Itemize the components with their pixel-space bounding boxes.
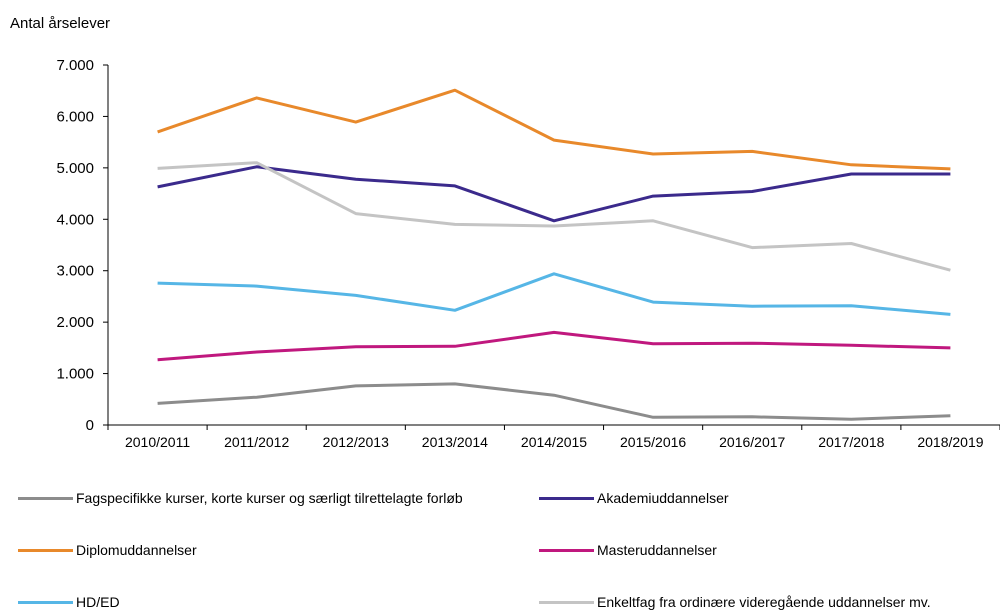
- legend-label: Akademiuddannelser: [597, 490, 729, 506]
- x-tick-label: 2018/2019: [917, 434, 983, 450]
- legend-swatch: [18, 600, 73, 604]
- x-tick-label: 2015/2016: [620, 434, 686, 450]
- legend-swatch: [18, 496, 73, 500]
- legend-item-akademi: Akademiuddannelser: [539, 490, 729, 506]
- legend-item-diplom: Diplomuddannelser: [18, 542, 197, 558]
- legend-label: Masteruddannelser: [597, 542, 717, 558]
- series-line-5: [157, 161, 951, 272]
- legend-swatch: [539, 496, 594, 500]
- series-line-0: [157, 382, 951, 421]
- x-tick-label: 2017/2018: [818, 434, 884, 450]
- legend-label: Diplomuddannelser: [76, 542, 197, 558]
- series-line-3: [157, 330, 951, 362]
- legend-item-master: Masteruddannelser: [539, 542, 717, 558]
- series-line-1: [157, 165, 951, 223]
- y-tick-label: 1.000: [56, 366, 94, 383]
- series-line-4: [157, 272, 951, 316]
- legend-swatch: [539, 600, 594, 604]
- y-tick-label: 0: [86, 417, 94, 434]
- y-tick-label: 7.000: [56, 57, 94, 74]
- x-tick-label: 2012/2013: [323, 434, 389, 450]
- legend-label: HD/ED: [76, 594, 120, 610]
- x-tick-label: 2010/2011: [125, 434, 190, 450]
- x-tick-label: 2016/2017: [719, 434, 785, 450]
- y-axis-title: Antal årselever: [10, 15, 111, 32]
- legend-item-fagspecifikke: Fagspecifikke kurser, korte kurser og sæ…: [18, 490, 463, 506]
- y-tick-label: 6.000: [56, 108, 94, 125]
- legend-label: Enkeltfag fra ordinære videregående udda…: [597, 594, 931, 610]
- x-tick-label: 2011/2012: [224, 434, 289, 450]
- legend-label: Fagspecifikke kurser, korte kurser og sæ…: [76, 490, 463, 506]
- legend-item-enkeltfag: Enkeltfag fra ordinære videregående udda…: [539, 594, 931, 610]
- y-tick-label: 3.000: [56, 263, 94, 280]
- y-tick-label: 5.000: [56, 160, 94, 177]
- x-tick-label: 2014/2015: [521, 434, 587, 450]
- series-line-2: [157, 88, 951, 171]
- x-tick-label: 2013/2014: [422, 434, 488, 450]
- y-tick-label: 2.000: [56, 314, 94, 331]
- legend-swatch: [539, 548, 594, 552]
- legend-swatch: [18, 548, 73, 552]
- y-tick-label: 4.000: [56, 211, 94, 228]
- legend-item-hd-ed: HD/ED: [18, 594, 120, 610]
